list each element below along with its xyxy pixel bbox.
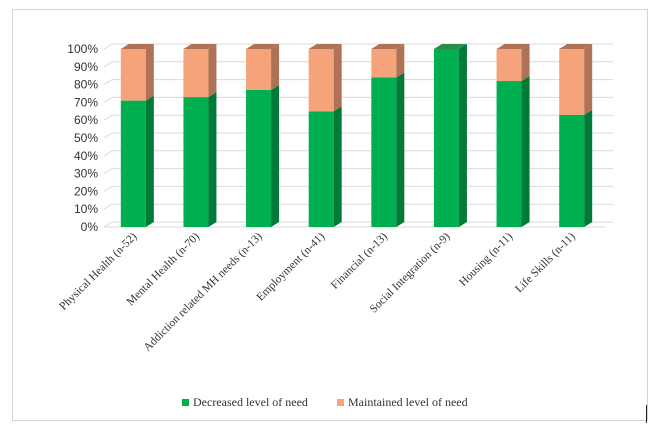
gridline-floor-edge [103, 96, 113, 103]
bar-maintained-side-0 [145, 44, 154, 101]
bar-maintained-side-6 [521, 44, 530, 82]
legend-label-maintained: Maintained level of need [348, 395, 468, 409]
bar-maintained-top-4 [371, 44, 405, 49]
x-tick-label: Housing (n-11) [457, 231, 515, 289]
bar-decreased-front-7 [559, 114, 585, 227]
bar-maintained-front-2 [246, 49, 272, 90]
legend-label-decreased: Decreased level of need [193, 395, 308, 409]
bar-maintained-side-7 [584, 44, 593, 115]
bar-decreased-side-7 [584, 109, 593, 227]
bar-decreased-front-3 [308, 111, 334, 227]
legend-swatch-maintained [337, 399, 344, 406]
bar-decreased-front-5 [433, 49, 459, 227]
y-tick-label: 60% [74, 113, 98, 127]
bar-decreased-side-5 [458, 44, 467, 227]
bar-decreased-front-1 [183, 97, 209, 227]
bar-maintained-side-2 [271, 44, 280, 90]
bar-maintained-front-0 [120, 49, 146, 101]
x-tick-label: Employment (n-41) [254, 231, 327, 304]
gridline-floor-edge [103, 185, 113, 192]
bar-maintained-top-0 [120, 44, 154, 49]
y-tick-label: 90% [74, 60, 98, 74]
y-tick-label: 80% [74, 78, 98, 92]
gridline-floor-edge [103, 79, 113, 86]
bar-decreased-side-2 [271, 84, 280, 227]
bar-decreased-front-0 [120, 100, 146, 227]
bar-maintained-side-4 [396, 44, 405, 78]
gridline-floor-edge [103, 43, 113, 50]
legend-swatch-decreased [182, 399, 189, 406]
x-tick-label: Life Skills (n-11) [513, 231, 578, 296]
x-tick-label: Financial (n-13) [329, 231, 390, 292]
bar-maintained-front-4 [371, 49, 397, 78]
y-tick-label: 10% [74, 202, 98, 216]
bar-maintained-front-3 [308, 49, 334, 112]
bar-maintained-front-1 [183, 49, 209, 98]
bar-maintained-top-3 [308, 44, 342, 49]
y-tick-label: 30% [74, 167, 98, 181]
y-tick-label: 50% [74, 131, 98, 145]
bar-decreased-side-1 [208, 92, 217, 227]
text-cursor-mark [646, 405, 647, 423]
bar-decreased-top-5 [433, 44, 467, 49]
y-tick-label: 100% [67, 42, 98, 56]
bar-decreased-front-4 [371, 77, 397, 227]
bar-decreased-front-6 [496, 81, 522, 227]
bar-maintained-top-7 [559, 44, 593, 49]
bar-maintained-top-2 [246, 44, 280, 49]
bar-maintained-side-1 [208, 44, 217, 98]
bar-maintained-top-6 [496, 44, 530, 49]
x-tick-label: Addiction related MH needs (n-13) [141, 231, 264, 354]
gridline-floor-edge [103, 61, 113, 68]
bar-decreased-front-2 [246, 89, 272, 227]
y-tick-label: 40% [74, 149, 98, 163]
bar-maintained-side-3 [333, 44, 342, 112]
bar-maintained-top-1 [183, 44, 217, 49]
bar-decreased-side-3 [333, 106, 342, 227]
gridline-floor-edge [103, 221, 113, 228]
y-tick-label: 20% [74, 184, 98, 198]
y-tick-label: 0% [81, 220, 99, 234]
gridline-floor-edge [103, 114, 113, 121]
bar-maintained-front-7 [559, 49, 585, 115]
bar-decreased-side-4 [396, 72, 405, 227]
bar-decreased-side-0 [145, 95, 154, 228]
gridline-floor-edge [103, 168, 113, 175]
bar-decreased-side-6 [521, 76, 530, 227]
gridline-floor-edge [103, 150, 113, 157]
gridline-floor-edge [103, 132, 113, 139]
bar-maintained-front-6 [496, 49, 522, 82]
y-tick-label: 70% [74, 95, 98, 109]
gridline-floor-edge [103, 203, 113, 210]
